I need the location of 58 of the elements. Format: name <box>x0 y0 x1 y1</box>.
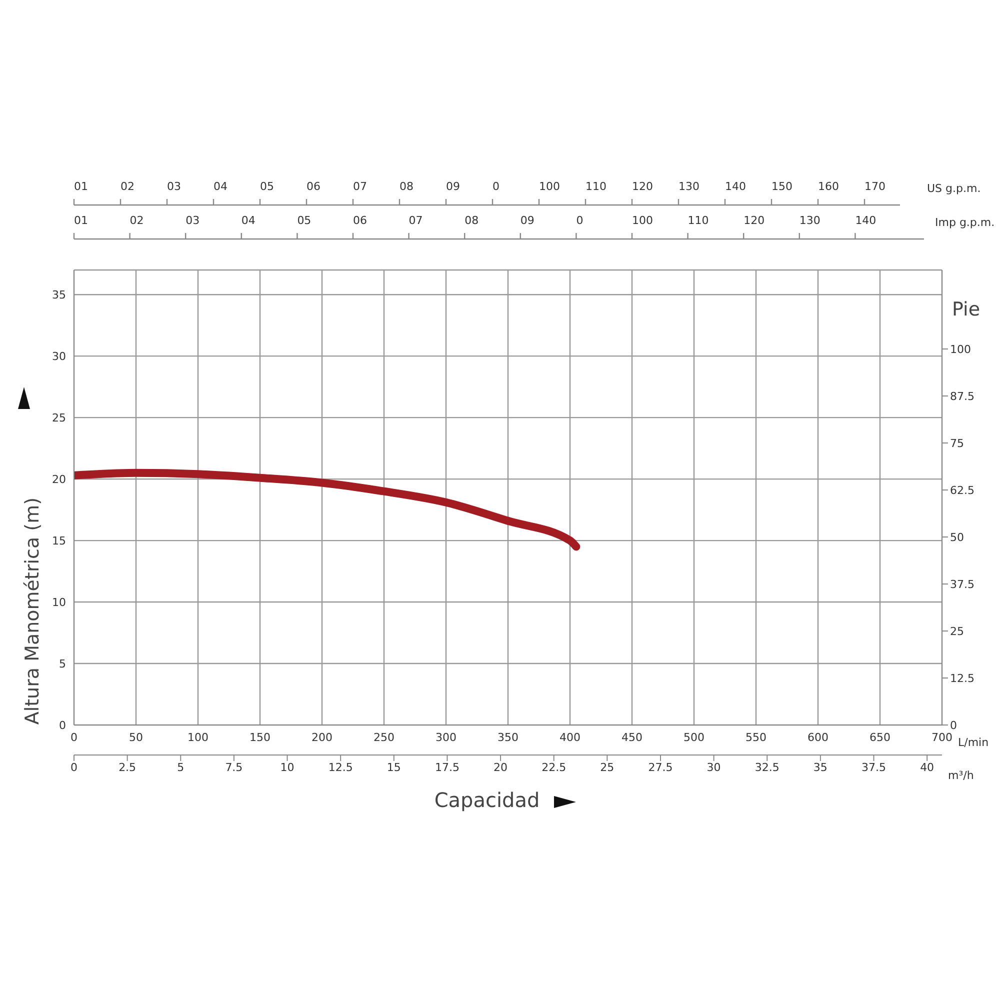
y2-tick-label: 0 <box>950 718 957 732</box>
x2-tick-label: 22.5 <box>542 760 566 774</box>
text: 01 02 03 04 05 06 07 08 09 0 100 110 120 130 140 <box>74 214 876 227</box>
x2-tick-label: 20 <box>494 760 508 774</box>
x-tick-label: 0 <box>70 730 78 744</box>
x-tick-label: 350 <box>498 730 518 744</box>
x-axis-title: L/min <box>958 736 989 749</box>
x2-tick-label: 5 <box>177 760 184 774</box>
x-tick-label: 500 <box>684 730 704 744</box>
y2-tick-label: 62.5 <box>950 484 974 497</box>
x-tick-label: 300 <box>436 730 456 744</box>
x-tick-label: 50 <box>129 730 143 744</box>
x-tick-label: 650 <box>870 730 890 744</box>
x2-tick-label: 32.5 <box>754 760 780 774</box>
y2-tick-label: 12.5 <box>950 672 974 685</box>
y-axis-title: Altura Manométrica (m) <box>22 498 44 725</box>
x-tick-label: 550 <box>746 730 766 744</box>
x-tick-label: 200 <box>312 730 332 744</box>
y2-tick-label: 100 <box>950 342 971 356</box>
x-tick-label: 100 <box>188 730 208 744</box>
y-tick-label: 35 <box>52 288 66 302</box>
y2-axis-title: Pie <box>952 298 980 320</box>
text: Imp g.p.m. <box>935 216 995 229</box>
x2-tick-label: 17.5 <box>434 760 460 774</box>
y-tick-label: 0 <box>59 718 66 732</box>
y-tick-label: 10 <box>52 596 66 609</box>
x-tick-label: 700 <box>932 730 952 744</box>
y-tick-label: 30 <box>52 350 66 363</box>
x2-tick-label: 37.5 <box>862 760 886 774</box>
text: Capacidad <box>434 788 540 812</box>
x2-tick-label: 27.5 <box>648 760 673 774</box>
x2-tick-label: 30 <box>706 760 721 774</box>
y2-tick-label: 50 <box>950 530 964 544</box>
y-tick-label: 5 <box>59 657 66 670</box>
y2-tick-label: 37.5 <box>950 578 974 591</box>
x-tick-label: 600 <box>808 730 828 744</box>
x2-tick-label: 2.5 <box>118 760 136 774</box>
y-tick-label: 15 <box>52 534 66 548</box>
x2-tick-label: 7.5 <box>225 760 243 774</box>
x-tick-label: 250 <box>374 730 394 744</box>
x2-tick-label: 10 <box>280 760 294 774</box>
x-tick-label: 400 <box>560 730 580 744</box>
x2-tick-label: 0 <box>70 760 78 774</box>
x2-tick-label: 40 <box>920 760 934 774</box>
x2-tick-label: 25 <box>600 760 614 774</box>
x2-tick-label: 15 <box>386 760 401 774</box>
x2-tick-label: 12.5 <box>328 760 353 774</box>
text: 01 02 03 04 05 06 07 08 09 0 100 110 120 130 140 150 160 170 <box>74 180 886 193</box>
x-tick-label: 150 <box>250 730 270 744</box>
y2-tick-label: 87.5 <box>950 390 974 403</box>
y2-tick-label: 75 <box>950 436 964 450</box>
x2-axis-title: m³/h <box>948 768 974 782</box>
x2-tick-label: 35 <box>813 760 828 774</box>
y2-tick-label: 25 <box>950 624 964 638</box>
x-tick-label: 450 <box>622 730 642 744</box>
y-tick-label: 20 <box>52 472 66 486</box>
y-tick-label: 25 <box>52 411 66 424</box>
text: US g.p.m. <box>927 182 981 195</box>
